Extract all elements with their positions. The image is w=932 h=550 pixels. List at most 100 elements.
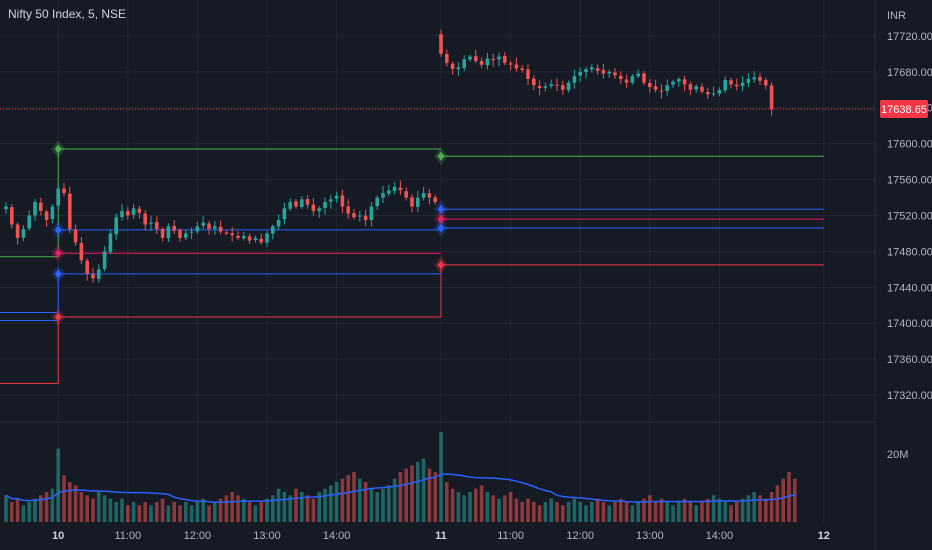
candle-body bbox=[352, 213, 356, 218]
candle-body bbox=[491, 58, 495, 61]
candle-body bbox=[630, 76, 635, 83]
volume-bar bbox=[21, 505, 26, 522]
volume-bar bbox=[497, 498, 501, 522]
volume-bar bbox=[184, 502, 188, 522]
volume-bar bbox=[793, 478, 797, 522]
volume-bar bbox=[613, 502, 617, 522]
volume-bar bbox=[131, 502, 136, 522]
current-price-value: 17638.65 bbox=[881, 104, 927, 116]
candle-body bbox=[537, 85, 542, 88]
volume-bar bbox=[653, 502, 658, 522]
volume-bar bbox=[468, 492, 472, 522]
level-marker bbox=[437, 260, 445, 270]
candle-body bbox=[769, 85, 774, 110]
candle-body bbox=[497, 56, 501, 60]
volume-bar bbox=[178, 505, 182, 522]
candle-body bbox=[21, 228, 26, 238]
volume-bar bbox=[85, 495, 89, 522]
candle-body bbox=[33, 202, 37, 216]
volume-ma-line bbox=[5, 473, 795, 504]
candle-body bbox=[85, 260, 89, 274]
volume-bar bbox=[56, 448, 60, 522]
volume-bar bbox=[207, 505, 211, 522]
volume-bar bbox=[746, 495, 751, 522]
candle-body bbox=[334, 195, 339, 199]
volume-bar bbox=[619, 498, 623, 522]
volume-bar bbox=[195, 502, 200, 522]
candle-body bbox=[590, 67, 594, 70]
candle-body bbox=[764, 80, 768, 86]
volume-bar bbox=[537, 505, 542, 522]
candle-body bbox=[421, 193, 426, 198]
candle-body bbox=[642, 73, 646, 83]
candle-body bbox=[717, 89, 722, 94]
volume-bar bbox=[491, 495, 495, 522]
volume-bar bbox=[4, 495, 8, 522]
time-axis[interactable]: 10 11:00 12:00 13:00 14:00 11 11:00 12:00 13:00 1… bbox=[52, 530, 830, 542]
volume-bar bbox=[677, 502, 681, 522]
volume-bar bbox=[421, 458, 426, 522]
volume-bar bbox=[143, 502, 147, 522]
level-marker bbox=[437, 151, 445, 161]
time-tick-label: 13:00 bbox=[253, 530, 281, 542]
price-tick-label: 17600.00 bbox=[887, 139, 932, 151]
volume-bar bbox=[39, 495, 43, 522]
volume-bar bbox=[259, 502, 263, 522]
volume-bar bbox=[769, 492, 774, 522]
volume-bar bbox=[706, 498, 710, 522]
price-tick-label: 17680.00 bbox=[887, 67, 932, 79]
candle-body bbox=[276, 219, 281, 227]
candle-body bbox=[375, 197, 379, 207]
candle-body bbox=[433, 197, 437, 203]
volume-bar bbox=[717, 498, 722, 522]
volume-bar bbox=[520, 502, 524, 522]
candle-body bbox=[410, 197, 414, 207]
candle-body bbox=[236, 235, 240, 238]
candle-body bbox=[479, 60, 484, 65]
volume-bar bbox=[300, 492, 304, 522]
volume-bar bbox=[578, 502, 582, 522]
volume-bar bbox=[514, 498, 519, 522]
volume-bar bbox=[555, 502, 559, 522]
volume-bar bbox=[636, 502, 640, 522]
volume-bar bbox=[711, 495, 716, 522]
volume-bar bbox=[439, 432, 443, 522]
volume-bar bbox=[242, 498, 246, 522]
volume-bar bbox=[294, 488, 298, 522]
volume-bar bbox=[282, 492, 287, 522]
candle-body bbox=[4, 206, 8, 210]
volume-bar bbox=[450, 488, 455, 522]
volume-bar bbox=[305, 495, 310, 522]
candle-body bbox=[711, 93, 716, 95]
candle-body bbox=[404, 191, 408, 198]
volume-bar bbox=[288, 495, 292, 522]
candle-body bbox=[752, 77, 756, 80]
volume-bar bbox=[404, 468, 408, 522]
candle-body bbox=[317, 208, 321, 212]
volume-bar bbox=[352, 472, 356, 522]
volume-bar bbox=[97, 492, 101, 522]
volume-bar bbox=[375, 492, 379, 522]
candle-body bbox=[358, 215, 362, 217]
volume-bar bbox=[427, 468, 432, 522]
candle-body bbox=[601, 70, 606, 74]
volume-bar bbox=[601, 502, 606, 522]
candle-body bbox=[39, 202, 43, 211]
candle-body bbox=[178, 229, 182, 238]
time-tick-label: 11 bbox=[435, 530, 447, 542]
currency-label: INR bbox=[887, 10, 906, 22]
volume-bar bbox=[317, 492, 321, 522]
level-marker bbox=[437, 214, 445, 224]
candle-body bbox=[746, 79, 751, 83]
volume-bar bbox=[44, 492, 49, 522]
candle-body bbox=[514, 64, 519, 69]
volume-bar bbox=[659, 498, 664, 522]
volume-bar bbox=[33, 498, 37, 522]
volume-bar bbox=[166, 505, 171, 522]
volume-bar bbox=[236, 495, 240, 522]
volume-bar bbox=[213, 502, 217, 522]
candle-body bbox=[549, 84, 553, 87]
time-tick-label: 11:00 bbox=[497, 530, 524, 542]
